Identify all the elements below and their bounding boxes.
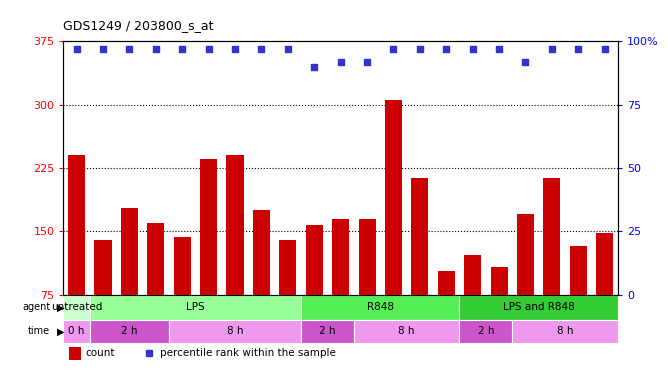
Text: LPS and R848: LPS and R848	[503, 302, 574, 312]
Point	[441, 46, 452, 52]
Point	[309, 64, 319, 70]
Bar	[306, 225, 323, 295]
Text: GDS1249 / 203800_s_at: GDS1249 / 203800_s_at	[63, 19, 214, 32]
Bar	[63, 295, 90, 320]
Text: agent: agent	[22, 302, 50, 312]
Text: 2 h: 2 h	[121, 327, 138, 336]
Bar	[570, 246, 587, 295]
Point	[203, 46, 214, 52]
Bar	[253, 210, 270, 295]
Bar	[543, 178, 560, 295]
Point	[599, 46, 610, 52]
Bar	[354, 320, 460, 343]
Bar	[332, 219, 349, 295]
Text: LPS: LPS	[186, 302, 205, 312]
Bar	[385, 100, 402, 295]
Bar	[169, 320, 301, 343]
Bar	[411, 178, 428, 295]
Text: 8 h: 8 h	[557, 327, 573, 336]
Point	[177, 46, 188, 52]
Bar	[464, 255, 481, 295]
Bar	[147, 223, 164, 295]
Bar	[174, 237, 191, 295]
Text: 8 h: 8 h	[227, 327, 243, 336]
Point	[573, 46, 584, 52]
Text: time: time	[28, 327, 50, 336]
Text: 2 h: 2 h	[478, 327, 494, 336]
Text: ▶: ▶	[57, 327, 65, 336]
Bar	[90, 320, 169, 343]
Bar	[301, 295, 460, 320]
Point	[468, 46, 478, 52]
Bar	[200, 159, 217, 295]
Bar	[438, 271, 455, 295]
Bar	[226, 155, 244, 295]
Bar	[596, 233, 613, 295]
Text: count: count	[86, 348, 115, 358]
Bar	[68, 155, 86, 295]
Point	[124, 46, 135, 52]
Text: 8 h: 8 h	[398, 327, 415, 336]
Point	[283, 46, 293, 52]
Bar	[301, 320, 354, 343]
Bar	[90, 295, 301, 320]
Point	[494, 46, 504, 52]
Bar	[94, 240, 112, 295]
Point	[150, 46, 161, 52]
Point	[546, 46, 557, 52]
Text: percentile rank within the sample: percentile rank within the sample	[160, 348, 337, 358]
Point	[388, 46, 399, 52]
Bar	[512, 320, 618, 343]
Bar	[359, 219, 375, 295]
Point	[362, 58, 373, 64]
Text: 0 h: 0 h	[69, 327, 85, 336]
Text: R848: R848	[367, 302, 393, 312]
Text: ▶: ▶	[57, 302, 65, 312]
Text: 2 h: 2 h	[319, 327, 336, 336]
Point	[256, 46, 267, 52]
Point	[520, 58, 531, 64]
Bar	[63, 320, 90, 343]
Point	[230, 46, 240, 52]
Point	[98, 46, 108, 52]
Bar	[460, 295, 618, 320]
Bar	[69, 347, 81, 360]
Bar	[121, 208, 138, 295]
Bar	[460, 320, 512, 343]
Text: untreated: untreated	[51, 302, 102, 312]
Bar	[279, 240, 297, 295]
Point	[415, 46, 426, 52]
Point	[335, 58, 346, 64]
Bar	[517, 214, 534, 295]
Point	[71, 46, 82, 52]
Bar	[490, 267, 508, 295]
